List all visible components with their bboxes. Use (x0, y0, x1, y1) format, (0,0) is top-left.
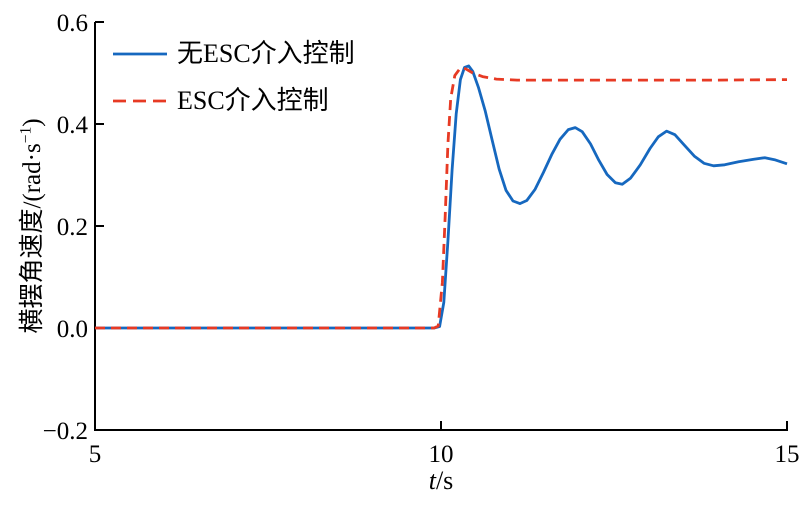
x-tick-label: 10 (429, 441, 454, 468)
legend-item-no-esc: 无ESC介入控制 (112, 30, 355, 77)
legend-label-no-esc: 无ESC介入控制 (177, 38, 355, 68)
y-axis-title: 横摆角速度/(rad·s−1) (12, 16, 48, 436)
x-tick-label: 15 (775, 441, 800, 468)
y-axis-title-main: 横摆角速度/(rad·s (19, 143, 46, 334)
y-tick-label: 0.4 (57, 112, 89, 139)
x-axis-title-unit: /s (435, 466, 454, 495)
legend-line-dashed-icon (113, 99, 167, 102)
y-tick-label: 0.2 (57, 214, 88, 241)
legend-line-solid-icon (113, 52, 167, 55)
x-axis-title-symbol: t (428, 466, 436, 495)
x-tick-label: 5 (89, 441, 102, 468)
legend-label-esc: ESC介入控制 (177, 85, 329, 115)
y-axis-title-exponent: −1 (17, 126, 35, 144)
legend: 无ESC介入控制 ESC介入控制 (112, 30, 355, 124)
y-tick-label: −0.2 (43, 418, 88, 445)
series-esc (95, 66, 788, 330)
legend-item-esc: ESC介入控制 (112, 77, 355, 124)
series-no-esc (95, 64, 788, 330)
y-tick-label: 0.6 (57, 10, 88, 37)
x-axis-title: t/s (429, 466, 454, 496)
y-tick-label: 0.0 (57, 316, 88, 343)
y-axis-title-close: ) (19, 118, 46, 127)
